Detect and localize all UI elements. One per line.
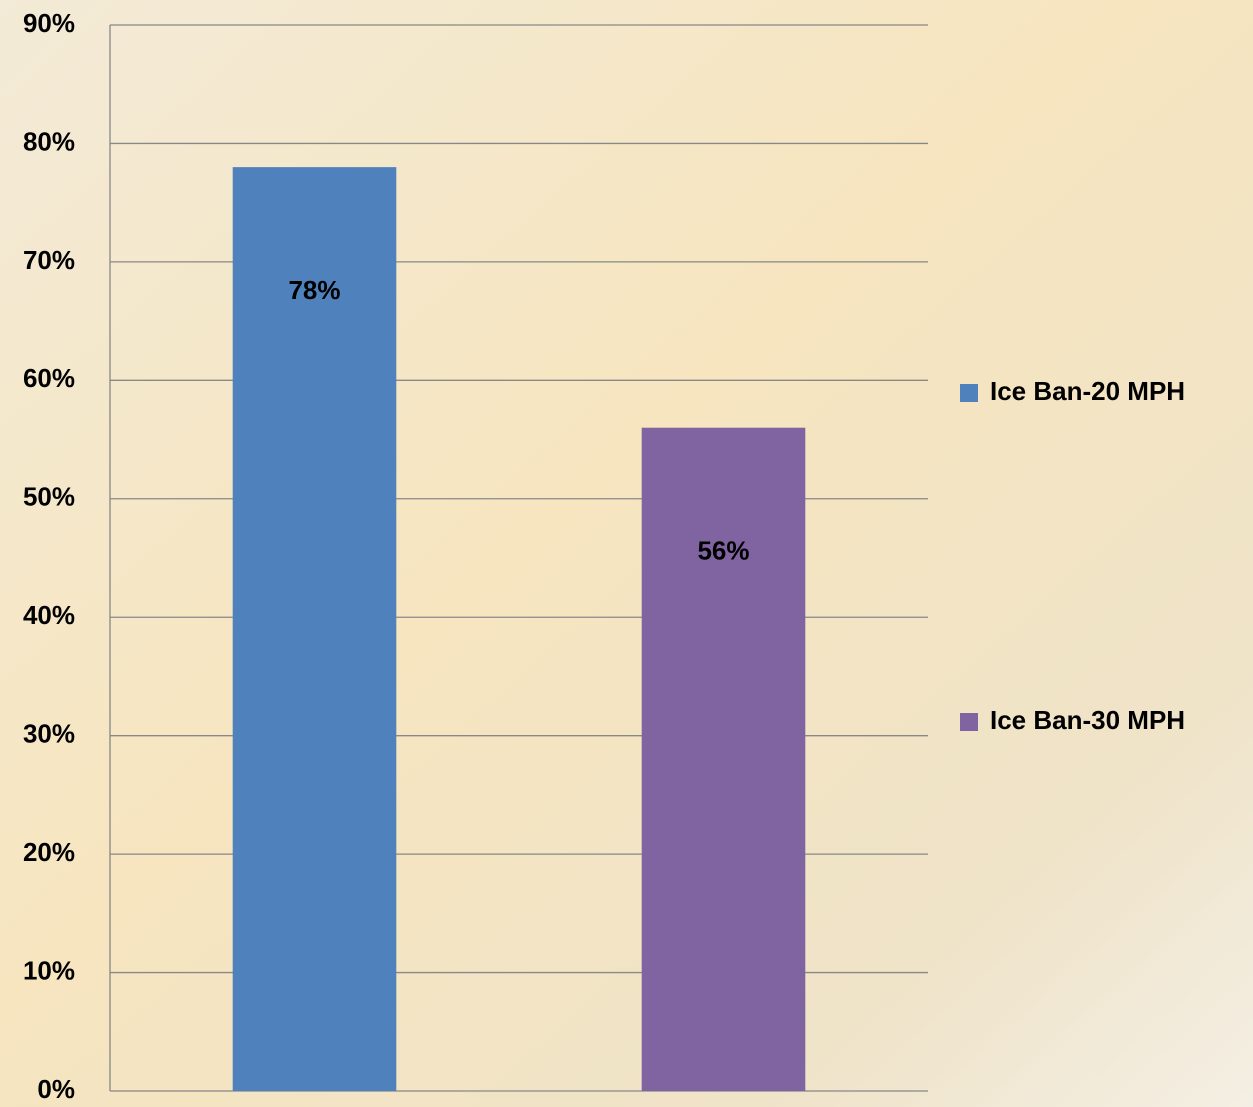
value-label: 56% xyxy=(697,536,749,566)
y-tick-label: 80% xyxy=(23,126,75,156)
bar xyxy=(641,427,806,1091)
value-label: 78% xyxy=(288,275,340,305)
legend-label: Ice Ban-30 MPH xyxy=(990,705,1185,735)
y-tick-label: 70% xyxy=(23,245,75,275)
y-tick-label: 90% xyxy=(23,8,75,38)
y-tick-label: 50% xyxy=(23,482,75,512)
y-tick-label: 60% xyxy=(23,363,75,393)
y-tick-label: 40% xyxy=(23,600,75,630)
y-tick-label: 0% xyxy=(37,1074,75,1104)
y-tick-label: 10% xyxy=(23,955,75,985)
legend-label: Ice Ban-20 MPH xyxy=(990,376,1185,406)
legend-swatch xyxy=(960,384,978,402)
y-tick-label: 30% xyxy=(23,719,75,749)
legend-swatch xyxy=(960,713,978,731)
y-tick-label: 20% xyxy=(23,837,75,867)
bar xyxy=(232,167,397,1092)
